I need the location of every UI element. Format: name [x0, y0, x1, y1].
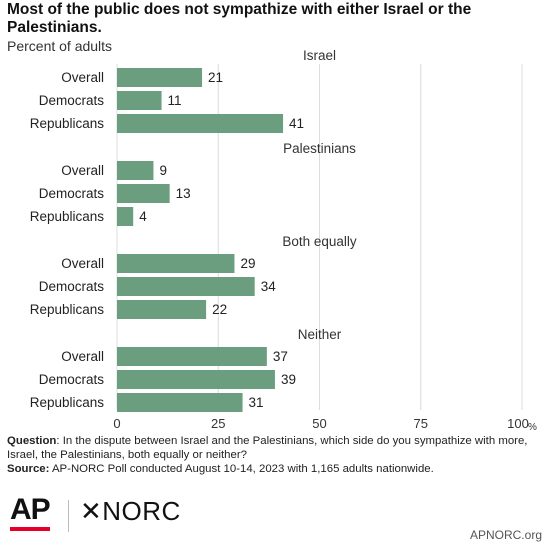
bar	[117, 300, 207, 319]
bar	[117, 91, 162, 110]
category-label: Republicans	[30, 116, 105, 131]
ap-logo: AP	[10, 493, 51, 526]
x-tick-label: 50	[312, 416, 326, 430]
data-label: 21	[208, 70, 223, 85]
data-label: 29	[240, 256, 255, 271]
category-label: Overall	[61, 349, 104, 364]
data-label: 34	[261, 279, 277, 294]
source-text: AP-NORC Poll conducted August 10-14, 202…	[49, 463, 434, 475]
category-label: Overall	[61, 163, 104, 178]
data-label: 13	[176, 186, 191, 201]
bar	[117, 393, 243, 412]
site-link[interactable]: APNORC.org	[469, 528, 542, 542]
bar	[117, 347, 267, 366]
category-label: Democrats	[39, 93, 105, 108]
group-label: Israel	[303, 48, 336, 63]
data-label: 9	[159, 163, 167, 178]
bar	[117, 161, 154, 180]
group-label: Neither	[298, 327, 342, 342]
category-label: Republicans	[30, 302, 105, 317]
group-label: Both equally	[282, 234, 357, 249]
data-label: 37	[273, 349, 288, 364]
x-tick-label: 75	[414, 416, 428, 430]
bar	[117, 207, 134, 226]
bar	[117, 370, 275, 389]
category-label: Democrats	[39, 186, 105, 201]
data-label: 4	[139, 209, 147, 224]
chart-subtitle: Percent of adults	[7, 38, 113, 54]
bar-chart: Israel Overall 21 Democrats 11 Republicans 41 P…	[30, 48, 537, 430]
data-label: 41	[289, 116, 304, 131]
category-label: Overall	[61, 70, 104, 85]
x-tick-label: 0	[113, 416, 120, 430]
chart-title: Most of the public does not sympathize w…	[7, 1, 472, 36]
data-label: 22	[212, 302, 227, 317]
x-tick-label: 25	[211, 416, 225, 430]
bar	[117, 277, 255, 296]
question-text: : In the dispute between Israel and the …	[7, 435, 528, 461]
chart-notes: Question: In the dispute between Israel …	[7, 434, 545, 476]
bar	[117, 184, 170, 203]
group-label: Palestinians	[283, 141, 356, 156]
data-label: 11	[168, 93, 182, 108]
ap-logo-underline	[10, 527, 50, 531]
category-label: Democrats	[39, 279, 105, 294]
category-label: Overall	[61, 256, 104, 271]
logo-divider	[68, 500, 69, 532]
x-tick-label: 100	[507, 416, 529, 430]
bar	[117, 68, 203, 87]
category-label: Republicans	[30, 395, 105, 410]
bar	[117, 114, 284, 133]
data-label: 31	[249, 395, 264, 410]
category-label: Republicans	[30, 209, 105, 224]
question-label: Question	[7, 435, 57, 447]
x-unit-label: %	[528, 422, 537, 430]
source-label: Source:	[7, 463, 50, 475]
norc-logo: ✕NORC	[80, 496, 181, 526]
data-label: 39	[281, 372, 296, 387]
category-label: Democrats	[39, 372, 105, 387]
bar	[117, 254, 235, 273]
